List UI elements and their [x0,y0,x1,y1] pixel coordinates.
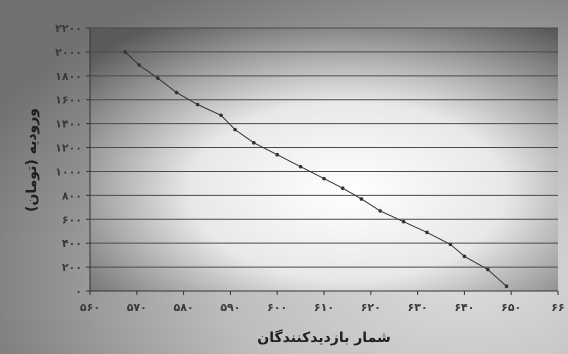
x-tick-label: ۵۹۰ [220,301,240,314]
y-tick-label: ۱۰۰۰ [55,165,82,178]
plot-area [90,28,558,291]
y-axis-title: ورودیه (تومان) [24,108,40,212]
y-tick-label: ۲۲۰۰ [55,22,82,35]
data-point [219,113,223,118]
data-point [233,127,237,132]
y-tick-label: ۸۰۰ [62,189,82,202]
y-tick-label: ۲۰۰۰ [55,46,82,59]
x-tick-label: ۶۲۰ [361,301,381,314]
x-tick-label: ۵۷۰ [127,301,147,314]
data-point [322,176,326,181]
y-tick-label: ۱۸۰۰ [55,70,82,83]
data-point [156,76,160,81]
data-point [401,219,406,224]
x-tick-label: ۵۸۰ [174,301,194,314]
data-point [123,50,127,54]
y-tick-label: ۱۶۰۰ [55,94,82,107]
x-tick-label: ۶۴۰ [454,301,474,314]
y-tick-label: ۲۰۰ [62,261,82,274]
x-tick-label: ۵۶۰ [80,301,100,314]
y-tick-label: ۰ [75,285,82,298]
data-point [298,164,303,169]
x-tick-label: ۶۳۰ [408,301,428,314]
data-point [275,152,280,157]
x-tick-label: ۶۰۰ [267,301,287,314]
x-tick-label: ۶۶ [551,301,564,314]
data-point [252,140,256,145]
data-point [174,90,179,95]
data-point [486,267,490,272]
x-tick-label: ۶۱۰ [314,301,334,314]
data-point [359,197,364,201]
data-point [504,284,509,289]
data-point [378,209,382,213]
y-tick-label: ۱۲۰۰ [55,142,82,155]
y-tick-label: ۴۰۰ [62,237,82,250]
data-point [425,230,429,235]
x-tick-label: ۶۵۰ [501,301,521,314]
data-point [195,102,200,107]
data-point [340,186,345,190]
data-point [137,63,141,67]
data-point [462,254,467,259]
series-line [124,51,507,287]
y-tick-label: ۶۰۰ [62,213,82,226]
y-tick-label: ۱۴۰۰ [55,118,82,131]
data-point [448,242,453,247]
x-axis-title: شمار بازدیدکنندگان [257,329,390,346]
